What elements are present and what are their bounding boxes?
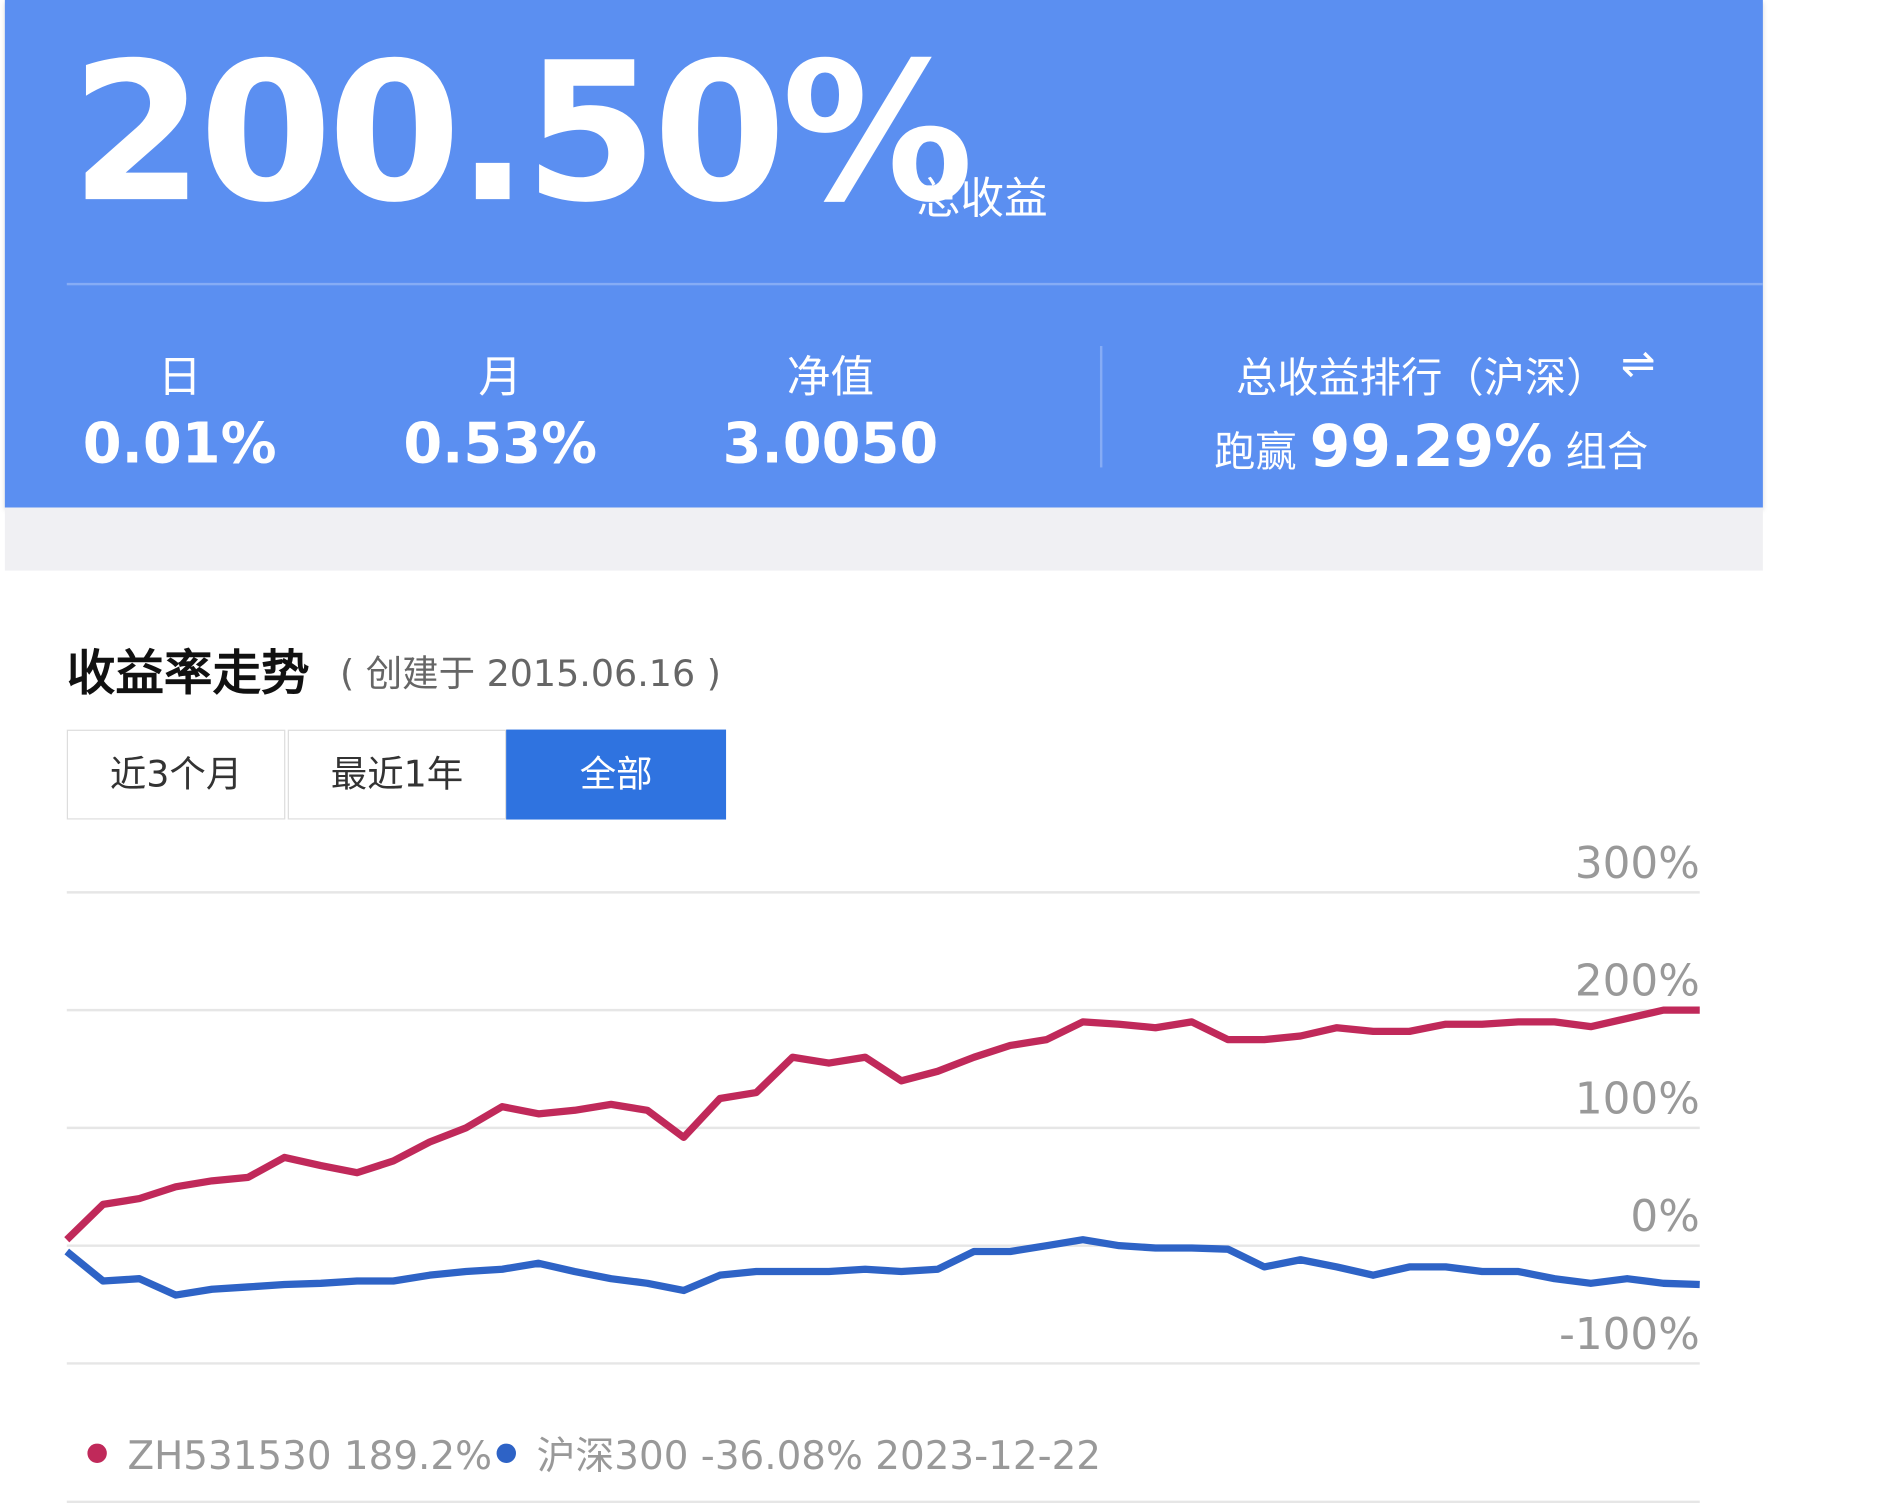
legend-marker [496, 1443, 516, 1463]
summary-panel [4, 0, 1763, 508]
tab-active[interactable]: 全部 [506, 729, 727, 820]
legend-label: ZH531530 189.2% [127, 1434, 492, 1479]
stat-label: 净值 [786, 353, 875, 404]
legend-marker [87, 1443, 107, 1463]
line-series [64, 1006, 1700, 1243]
y-tick-label: 200% [1575, 956, 1700, 1007]
divider [1099, 346, 1103, 468]
stat-label: 日 [157, 353, 202, 404]
line-series [64, 1236, 1700, 1299]
legend-label: 沪深300 -36.08% 2023-12-22 [537, 1434, 1101, 1479]
ranking-value: 99.29% [1309, 412, 1553, 481]
tab[interactable]: 近3个月 [66, 729, 286, 820]
stat-value: 0.01% [82, 410, 277, 476]
total-return-label: 总收益 [916, 174, 1048, 225]
separator [4, 507, 1763, 571]
total-return: 200.50% [70, 21, 973, 246]
tab[interactable]: 最近1年 [287, 729, 507, 820]
ranking-title: 总收益排行（沪深） [1235, 354, 1608, 404]
stat-value: 3.0050 [722, 410, 939, 476]
stat-label: 月 [478, 353, 523, 404]
ranking-suffix: 组合 [1565, 428, 1649, 478]
y-tick-label: 100% [1575, 1073, 1700, 1124]
y-tick-label: 0% [1630, 1191, 1699, 1242]
section-subtitle: ( 创建于 2015.06.16 ) [339, 653, 721, 696]
stat-value: 0.53% [403, 410, 598, 476]
section-title: 收益率走势 [66, 645, 310, 702]
ranking-line: 跑赢 99.29% 组合 [1214, 418, 1649, 481]
divider [66, 282, 1763, 286]
switch-icon[interactable]: ⇌ [1620, 339, 1656, 389]
y-tick-label: -100% [1559, 1309, 1700, 1360]
ranking-prefix: 跑赢 [1214, 428, 1297, 478]
y-tick-label: 300% [1575, 838, 1700, 889]
